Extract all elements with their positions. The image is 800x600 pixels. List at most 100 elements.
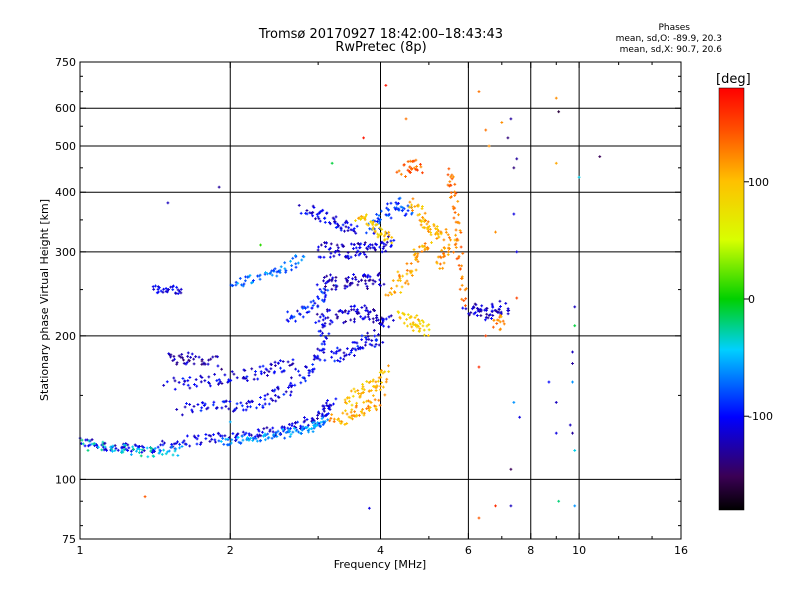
data-point — [259, 396, 262, 399]
data-point — [349, 389, 353, 393]
data-point — [346, 229, 350, 232]
data-point — [330, 320, 334, 324]
data-point — [173, 387, 177, 391]
data-point — [199, 380, 203, 384]
data-point — [317, 245, 320, 249]
data-point — [279, 359, 282, 363]
data-point — [217, 378, 221, 382]
data-point — [418, 212, 422, 216]
data-point — [143, 495, 147, 499]
data-point — [172, 284, 175, 288]
data-point — [347, 309, 351, 313]
data-point — [196, 403, 200, 406]
data-point — [140, 444, 144, 448]
data-point — [477, 90, 481, 94]
data-point — [250, 367, 254, 371]
data-point — [362, 400, 366, 404]
data-point — [425, 324, 429, 328]
data-point — [197, 355, 201, 359]
data-point — [405, 262, 409, 266]
data-point — [257, 429, 261, 433]
data-point — [450, 195, 453, 199]
data-point — [273, 388, 277, 392]
data-point — [323, 324, 327, 328]
data-point — [293, 383, 297, 387]
data-point — [350, 308, 353, 312]
data-point — [250, 281, 253, 285]
data-point — [413, 205, 417, 208]
data-point — [356, 283, 360, 287]
data-point — [373, 230, 377, 234]
data-point — [326, 418, 330, 422]
data-point — [380, 227, 384, 231]
data-point — [228, 443, 232, 446]
data-point — [352, 304, 356, 308]
data-point — [351, 417, 354, 421]
data-point — [241, 408, 245, 412]
data-point — [452, 175, 455, 179]
data-point — [366, 287, 369, 290]
data-point — [256, 435, 260, 439]
data-point — [291, 256, 295, 260]
y-axis: 75 100 200 300 400 500 600 750 — [55, 56, 681, 546]
data-point — [447, 184, 451, 188]
data-point — [342, 321, 346, 325]
data-point — [212, 400, 216, 404]
data-point — [334, 313, 338, 316]
data-point — [151, 454, 155, 458]
data-point — [162, 287, 165, 291]
data-point — [343, 423, 347, 426]
data-point — [316, 356, 320, 360]
data-point — [342, 357, 346, 361]
data-point — [316, 417, 319, 420]
data-point — [366, 273, 370, 277]
data-point — [426, 227, 430, 230]
data-point — [290, 424, 294, 428]
data-point — [456, 199, 460, 203]
data-point — [324, 401, 328, 405]
data-point — [142, 449, 146, 453]
data-point — [460, 297, 464, 301]
data-point — [571, 350, 574, 354]
data-point — [359, 392, 363, 396]
data-point — [571, 380, 574, 384]
data-point — [554, 96, 558, 100]
data-point — [340, 243, 344, 247]
data-point — [332, 351, 336, 355]
data-point — [305, 365, 308, 369]
data-point — [311, 304, 315, 307]
data-point — [325, 308, 329, 312]
data-point — [360, 278, 363, 282]
data-point — [573, 305, 577, 309]
data-point — [174, 442, 178, 445]
data-point — [346, 279, 349, 282]
data-point — [372, 320, 375, 324]
data-point — [182, 382, 186, 386]
data-point — [379, 284, 383, 288]
data-point — [354, 278, 358, 281]
data-point — [338, 308, 342, 312]
data-point — [345, 422, 349, 425]
data-point — [336, 359, 340, 362]
data-point — [318, 424, 322, 428]
data-point — [297, 430, 300, 434]
data-point — [335, 243, 339, 247]
data-point — [345, 221, 349, 225]
data-point — [325, 211, 328, 215]
data-point — [253, 435, 257, 439]
data-point — [249, 405, 252, 409]
colorbar — [718, 87, 745, 511]
data-point — [283, 261, 287, 265]
data-point — [349, 305, 353, 308]
data-point — [351, 277, 354, 281]
data-point — [406, 168, 410, 172]
data-point — [370, 243, 374, 247]
data-point — [171, 288, 175, 291]
data-point — [313, 355, 317, 359]
data-point — [217, 382, 220, 386]
data-point — [332, 254, 336, 258]
data-point — [329, 417, 333, 420]
data-point — [364, 274, 367, 278]
data-point — [294, 319, 297, 323]
data-point — [378, 403, 382, 407]
